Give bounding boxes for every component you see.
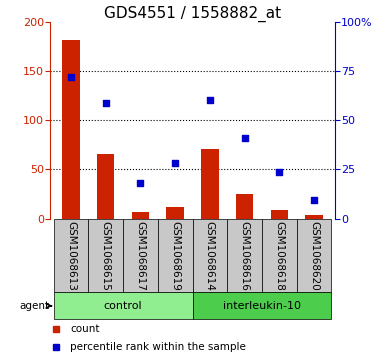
- Text: GSM1068618: GSM1068618: [275, 221, 285, 291]
- Point: [137, 180, 144, 186]
- Bar: [201, 149, 219, 219]
- Text: control: control: [104, 301, 142, 311]
- Text: GSM1068615: GSM1068615: [100, 221, 110, 291]
- Bar: [271, 210, 288, 219]
- Bar: [236, 194, 253, 219]
- Bar: [54, 293, 192, 319]
- Bar: [227, 219, 262, 293]
- Bar: [54, 219, 88, 293]
- Text: percentile rank within the sample: percentile rank within the sample: [70, 342, 246, 352]
- Bar: [88, 219, 123, 293]
- Point: [68, 74, 74, 80]
- Bar: [123, 219, 158, 293]
- Bar: [97, 154, 114, 219]
- Point: [241, 135, 248, 141]
- Title: GDS4551 / 1558882_at: GDS4551 / 1558882_at: [104, 5, 281, 22]
- Bar: [158, 219, 192, 293]
- Bar: [192, 219, 227, 293]
- Bar: [297, 219, 331, 293]
- Text: agent: agent: [19, 301, 49, 311]
- Bar: [62, 41, 80, 219]
- Text: GSM1068617: GSM1068617: [136, 221, 146, 291]
- Bar: [305, 215, 323, 219]
- Point: [311, 197, 317, 203]
- Bar: [166, 207, 184, 219]
- Point: [102, 101, 109, 106]
- Point: [207, 97, 213, 102]
- Point: [172, 160, 178, 166]
- Text: GSM1068620: GSM1068620: [309, 221, 319, 291]
- Text: interleukin-10: interleukin-10: [223, 301, 301, 311]
- Point: [276, 170, 283, 175]
- Bar: [262, 219, 297, 293]
- Bar: [192, 293, 331, 319]
- Text: GSM1068614: GSM1068614: [205, 221, 215, 291]
- Text: GSM1068619: GSM1068619: [170, 221, 180, 291]
- Text: count: count: [70, 325, 99, 334]
- Bar: [132, 212, 149, 219]
- Text: GSM1068613: GSM1068613: [66, 221, 76, 291]
- Text: GSM1068616: GSM1068616: [239, 221, 249, 291]
